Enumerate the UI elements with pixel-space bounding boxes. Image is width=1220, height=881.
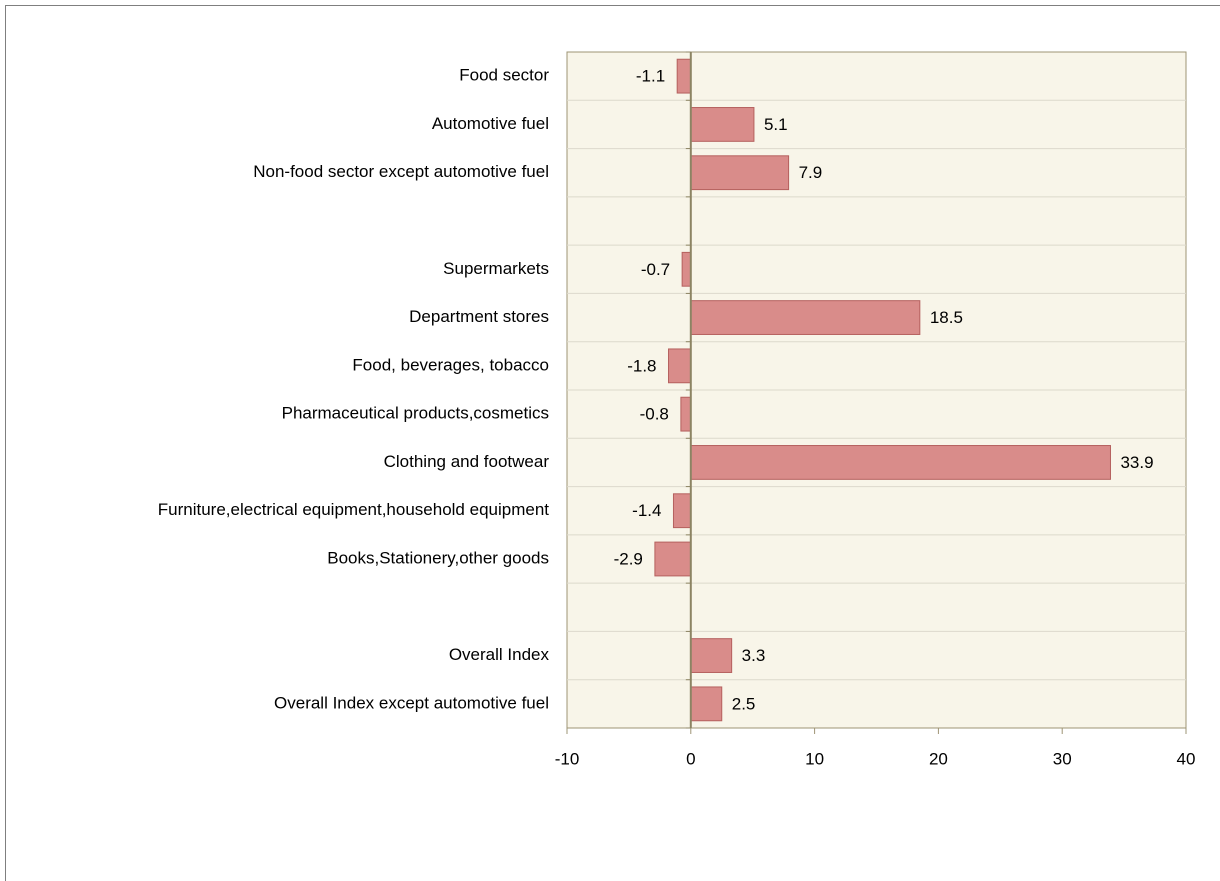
y-tick-label: Supermarkets [443,259,549,278]
bar [676,58,692,94]
bar [654,541,692,577]
bar [690,686,723,722]
bar [672,493,692,529]
y-tick-label: Clothing and footwear [384,452,550,471]
value-label: -1.1 [636,67,665,86]
value-label: -0.8 [640,405,669,424]
y-tick-label: Department stores [409,307,549,326]
bar [690,107,755,142]
value-label: 18.5 [930,308,963,327]
x-tick-label: 10 [805,749,824,768]
bar [690,445,1111,480]
bar [668,348,692,384]
y-tick-label: Food sector [459,66,549,85]
y-tick-label: Food, beverages, tobacco [352,355,549,374]
y-tick-label: Books,Stationery,other goods [327,548,549,567]
x-tick-label: 0 [686,749,695,768]
y-tick-label: Non-food sector except automotive fuel [253,162,549,181]
y-tick-label: Furniture,electrical equipment,household… [158,500,550,519]
y-tick-label: Overall Index except automotive fuel [274,693,549,712]
bar [681,251,692,287]
y-tick-label: Automotive fuel [432,114,549,133]
bar [690,638,733,673]
value-label: 33.9 [1120,453,1153,472]
value-label: 2.5 [732,694,756,713]
value-label: 3.3 [742,646,766,665]
value-label: -1.4 [632,501,661,520]
bar [680,396,692,432]
y-tick-label: Overall Index [449,645,550,664]
y-tick-label: Pharmaceutical products,cosmetics [282,404,549,423]
bar [690,155,790,191]
value-label: -0.7 [641,260,670,279]
value-label: 5.1 [764,115,788,134]
x-tick-label: -10 [555,749,580,768]
value-label: -2.9 [614,549,643,568]
value-label: -1.8 [627,356,656,375]
x-tick-label: 40 [1177,749,1196,768]
value-label: 7.9 [799,163,823,182]
bar [690,300,921,335]
x-tick-label: 20 [929,749,948,768]
x-tick-label: 30 [1053,749,1072,768]
